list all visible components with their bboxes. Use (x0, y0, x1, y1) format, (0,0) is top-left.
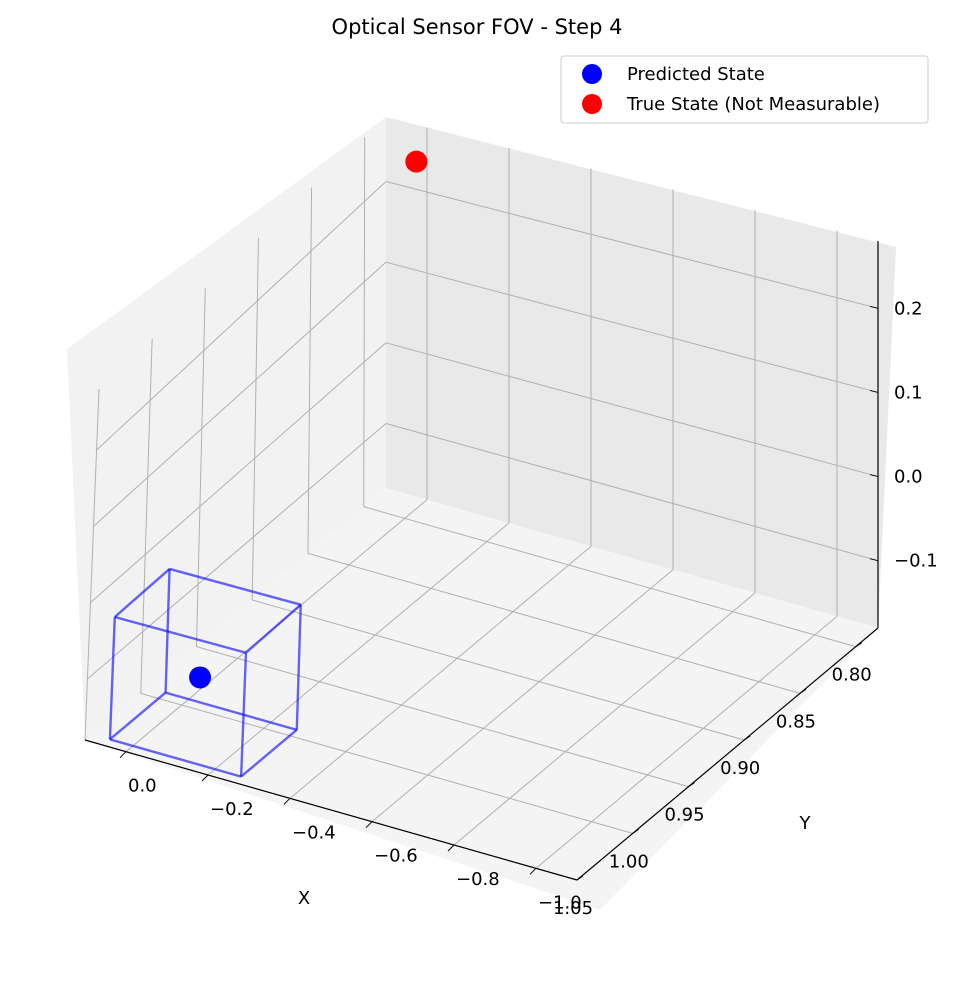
grid-line-y (207, 522, 510, 776)
x-tick-mark (743, 735, 751, 741)
grid-line-x (251, 237, 259, 601)
z-axis-ticks: 0.2 0.1 0.0 −0.1 (869, 298, 938, 572)
pane-floor (85, 488, 878, 910)
x-axis-ticks: 0.80 0.85 0.90 0.95 1.00 1.05 (553, 642, 872, 919)
z-tick-mark (869, 558, 879, 562)
data-points (189, 150, 428, 689)
pane-xz (67, 117, 386, 740)
x-tick-label: 1.05 (553, 898, 593, 919)
x-tick-label: 1.00 (609, 851, 649, 872)
x-tick-label: 0.85 (776, 711, 816, 732)
chart-title: Optical Sensor FOV - Step 4 (332, 15, 623, 39)
y-tick-mark (447, 844, 455, 852)
fov-box-edge (114, 615, 247, 654)
legend: Predicted State True State (Not Measurab… (560, 55, 929, 124)
fov-box-edge (239, 652, 248, 777)
fov-box-edge (295, 604, 302, 730)
fov-box-edge (108, 616, 116, 740)
x-axis-label: X (298, 888, 310, 909)
grid-line-x (363, 506, 856, 648)
y-tick-mark (365, 821, 373, 829)
axis-lines (84, 241, 879, 881)
grid-line-x (307, 187, 313, 554)
x-tick-mark (632, 828, 640, 834)
grid-line-x (84, 388, 100, 741)
x-tick-mark (688, 782, 695, 788)
grid-line-z (385, 181, 879, 309)
fov-box-edge (109, 738, 242, 778)
y-tick-label: 0.0 (128, 776, 157, 797)
grid-line-x (252, 599, 745, 741)
grid-line-y (289, 545, 592, 799)
y-tick-label: −0.6 (374, 846, 418, 867)
y-axis-line (84, 739, 578, 881)
y-tick-mark (283, 797, 291, 805)
fov-box-edge (165, 691, 298, 731)
z-tick-label: −0.1 (894, 551, 938, 572)
fov-box-edge (240, 728, 298, 778)
fov-box-edge (109, 691, 167, 741)
x-axis-line (576, 627, 879, 881)
y-tick-label: −1.0 (538, 892, 582, 913)
fov-box-edge (245, 603, 302, 654)
y-axis-ticks: 0.0 −0.2 −0.4 −0.6 −0.8 −1.0 (119, 751, 582, 913)
z-tick-label: 0.1 (894, 382, 923, 403)
legend-label-predicted: Predicted State (627, 64, 765, 85)
y-tick-label: −0.8 (456, 869, 500, 890)
x-tick-label: 0.80 (832, 665, 872, 686)
grid-line-z (385, 422, 879, 562)
grid-line-z (385, 261, 879, 393)
grid-line-z (87, 423, 387, 680)
y-tick-label: −0.4 (292, 822, 336, 843)
fov-box-edge (164, 568, 171, 693)
grid-line-z (90, 342, 387, 604)
z-tick-label: 0.0 (894, 467, 923, 488)
legend-label-true: True State (Not Measurable) (626, 94, 880, 115)
grid-line-x (140, 338, 153, 694)
z-tick-mark (869, 474, 879, 478)
y-tick-mark (119, 751, 127, 759)
y-tick-label: −0.2 (210, 799, 254, 820)
fov-box (108, 567, 302, 778)
predicted-state-point (189, 666, 212, 689)
x-tick-mark (799, 688, 807, 694)
z-tick-mark (869, 389, 879, 393)
grid-line-y (371, 569, 674, 823)
legend-marker-true (582, 94, 602, 114)
grid-line-y (453, 592, 756, 846)
grid-line-z (96, 181, 387, 451)
legend-marker-predicted (582, 64, 602, 84)
fov-box-edge (113, 568, 171, 618)
true-state-point (405, 150, 428, 173)
grid-line-y (535, 615, 838, 869)
y-tick-mark (201, 774, 209, 782)
y-tick-mark (529, 867, 537, 875)
grid-line-x (195, 288, 206, 647)
grid-line-x (363, 137, 366, 507)
grid-line-z (385, 342, 879, 478)
x-tick-label: 0.95 (664, 805, 704, 826)
grid-line-x (140, 692, 633, 834)
grid-line-x (307, 552, 801, 694)
pane-yz (386, 117, 896, 628)
x-tick-mark (576, 875, 584, 881)
z-tick-mark (869, 305, 879, 309)
x-tick-label: 0.90 (720, 758, 760, 779)
z-tick-label: 0.2 (894, 298, 923, 319)
x-tick-mark (855, 642, 862, 648)
y-axis-label: Y (799, 813, 812, 834)
fov-box-edge (169, 567, 302, 606)
grid-line-x (196, 646, 689, 788)
grid-line-z (93, 261, 387, 527)
